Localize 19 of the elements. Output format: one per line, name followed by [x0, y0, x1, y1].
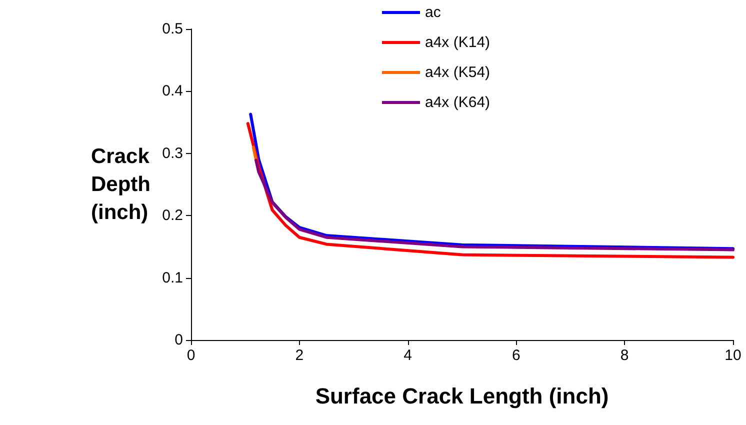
x-tick-label: 0 — [186, 347, 196, 364]
y-tick-label: 0.5 — [162, 20, 183, 38]
line-series — [254, 158, 734, 252]
x-tick-label: 8 — [620, 347, 629, 364]
x-tick-label: 6 — [512, 347, 520, 364]
y-tick-label: 0.2 — [162, 207, 183, 224]
y-tick-label: 0.4 — [162, 82, 183, 100]
x-axis-title: Surface Crack Length (inch) — [315, 384, 609, 408]
x-tick-label: 2 — [295, 347, 304, 364]
legend-label: a4x (K54) — [425, 64, 490, 81]
x-tick-label: 10 — [724, 347, 742, 364]
legend-label: a4x (K14) — [425, 34, 490, 51]
x-tick-label: 4 — [404, 347, 412, 364]
legend-label: ac — [425, 4, 442, 21]
y-axis-title: Crack Depth (inch) — [91, 145, 150, 224]
y-tick-label: 0 — [174, 332, 183, 348]
y-tick-label: 0.3 — [162, 144, 183, 162]
y-tick-label: 0.1 — [162, 269, 183, 286]
legend-label: a4x (K64) — [425, 94, 490, 111]
